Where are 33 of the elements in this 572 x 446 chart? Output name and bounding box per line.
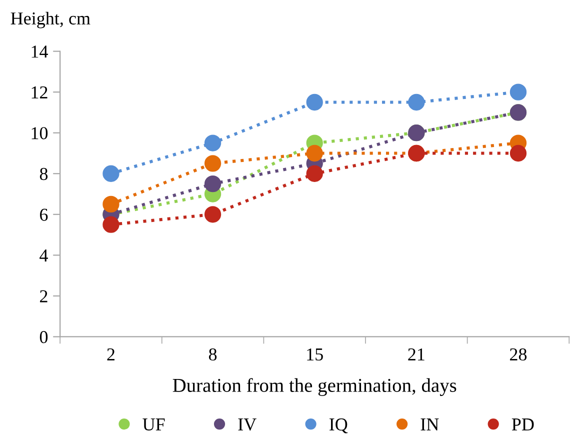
x-axis-title: Duration from the germination, days	[172, 378, 456, 396]
legend-label: IN	[420, 418, 439, 430]
y-axis-title: Height, cm	[10, 12, 90, 28]
y-tick-label: 0	[40, 330, 48, 344]
point	[510, 144, 527, 162]
x-tick-label: 2	[107, 348, 114, 360]
point	[102, 165, 120, 182]
y-tick-label: 14	[32, 46, 48, 58]
y-tick-label: 6	[40, 208, 48, 221]
point	[510, 84, 527, 100]
point	[306, 165, 323, 182]
point	[102, 196, 120, 213]
point	[306, 94, 323, 111]
point	[204, 155, 222, 172]
legend-label: UF	[142, 418, 165, 431]
x-tick-label: 8	[208, 348, 217, 361]
point	[204, 134, 222, 152]
point	[306, 144, 323, 162]
y-tick-label: 10	[32, 127, 48, 140]
legend-label: IV	[238, 418, 256, 431]
y-tick-label: 8	[40, 168, 48, 180]
legend-label: IQ	[330, 418, 348, 434]
point	[204, 206, 222, 223]
point	[102, 216, 120, 233]
x-tick-label: 15	[307, 348, 323, 361]
y-tick-label: 2	[40, 290, 48, 302]
legend-label: PD	[512, 418, 534, 430]
point	[204, 175, 222, 192]
point	[408, 94, 425, 111]
y-tick-label: 12	[32, 86, 48, 98]
y-tick-label: 4	[40, 250, 48, 262]
x-tick-label: 28	[510, 348, 527, 361]
x-tick-label: 21	[408, 348, 424, 360]
